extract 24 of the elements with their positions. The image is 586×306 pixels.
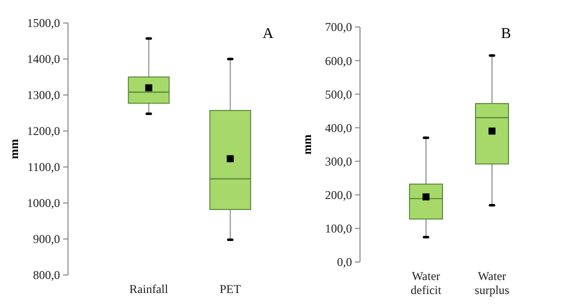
- y-tick-label: 300,0: [325, 154, 352, 168]
- y-tick-label: 600,0: [325, 54, 352, 68]
- y-tick-label: 1400,0: [27, 52, 60, 66]
- y-tick-label: 1000,0: [27, 196, 60, 210]
- chart-title: B: [500, 26, 512, 42]
- x-tick-label: Rainfall: [129, 282, 169, 296]
- y-tick-label: 400,0: [325, 120, 352, 135]
- y-tick-label: 800,0: [33, 268, 60, 282]
- y-tick-label: 1300,0: [27, 88, 60, 102]
- x-tick-label: PET: [220, 282, 242, 296]
- y-tick-label: 900,0: [33, 232, 60, 246]
- y-tick-label: 1200,0: [27, 124, 60, 138]
- y-axis-title: mm: [300, 134, 314, 154]
- y-tick-label: 0,0: [337, 255, 352, 270]
- y-tick-label: 100,0: [325, 222, 352, 236]
- x-tick-label: Water deficit: [410, 269, 442, 297]
- y-tick-label: 700,0: [325, 20, 352, 34]
- y-tick-label: 1100,0: [27, 160, 60, 174]
- y-axis-title: mm: [7, 139, 21, 159]
- chart-title: A: [262, 26, 274, 42]
- y-tick-label: 200,0: [325, 188, 352, 202]
- y-tick-label: 1500,0: [27, 16, 60, 30]
- y-tick-label: 500,0: [325, 87, 352, 102]
- x-tick-label: Water surplus: [474, 269, 510, 297]
